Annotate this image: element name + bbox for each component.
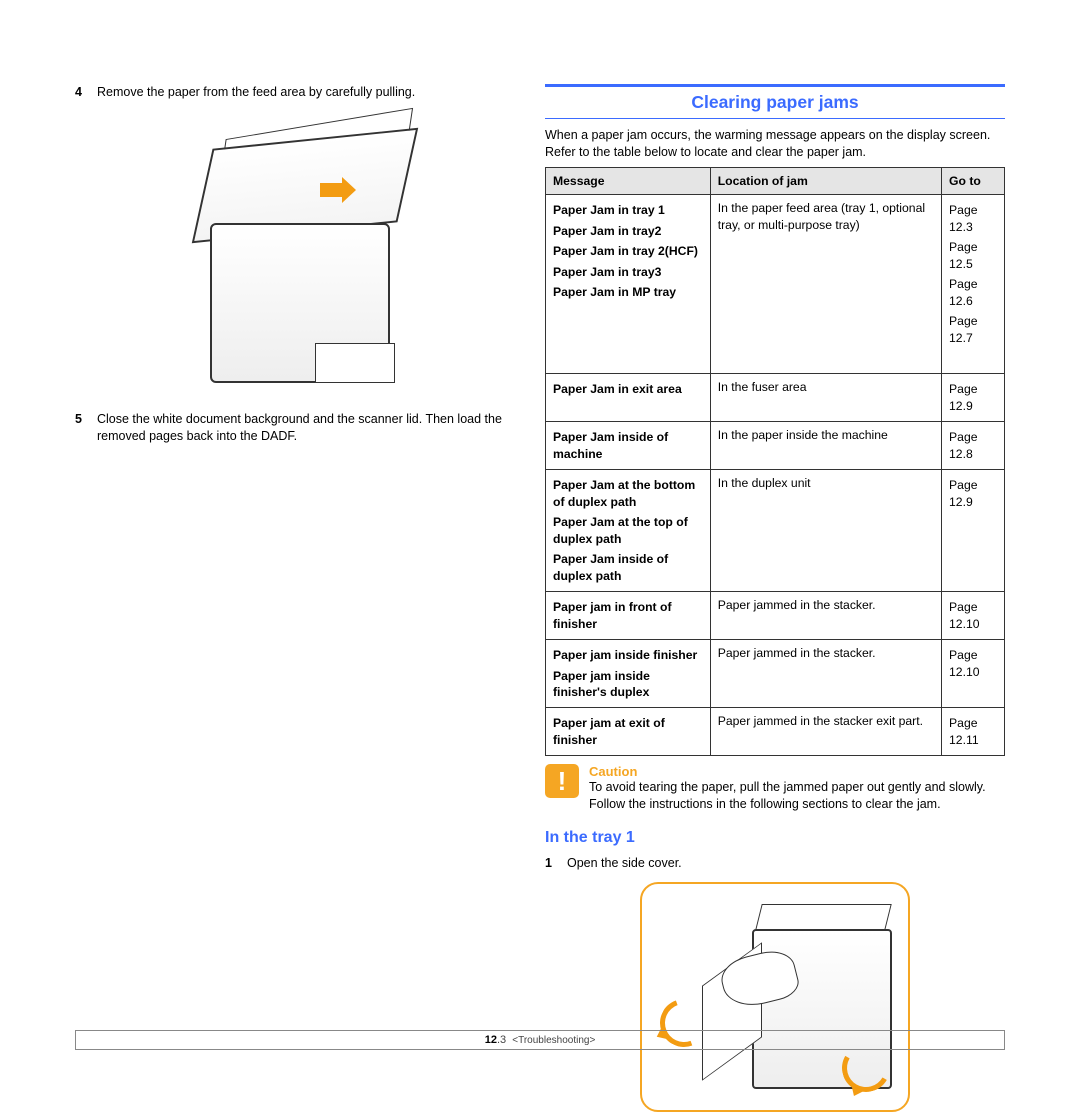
cell-message: Paper Jam in tray 1Paper Jam in tray2Pap… [546,195,711,374]
message-line: Paper Jam in tray 2(HCF) [553,241,703,261]
table-row: Paper jam at exit of finisherPaper jamme… [546,708,1005,756]
table-row: Paper Jam inside of machineIn the paper … [546,422,1005,470]
cell-message: Paper jam in front of finisher [546,592,711,640]
cell-location: Paper jammed in the stacker. [710,640,941,708]
goto-line [949,348,997,368]
goto-line: Page 12.5 [949,237,997,274]
goto-line: Page 12.7 [949,311,997,348]
table-row: Paper Jam in tray 1Paper Jam in tray2Pap… [546,195,1005,374]
message-line: Paper jam in front of finisher [553,597,703,634]
cell-location: In the paper inside the machine [710,422,941,470]
goto-line: Page 12.9 [949,475,997,512]
message-line: Paper Jam in tray3 [553,262,703,282]
cell-goto: Page 12.3Page 12.5Page 12.6Page 12.7 [942,195,1005,374]
goto-line [949,512,997,532]
cell-location: In the fuser area [710,374,941,422]
footer-chapter-num: 12 [485,1034,497,1046]
goto-line: Page 12.11 [949,713,997,750]
goto-line: Page 12.9 [949,379,997,416]
left-column: 4 Remove the paper from the feed area by… [75,84,515,1112]
step-text: Open the side cover. [567,855,1005,872]
cell-message: Paper Jam inside of machine [546,422,711,470]
cell-goto: Page 12.9 [942,470,1005,592]
message-line: Paper Jam in exit area [553,379,703,399]
cell-message: Paper jam at exit of finisher [546,708,711,756]
step-number: 1 [545,855,567,872]
step-5: 5 Close the white document background an… [75,411,515,445]
goto-line: Page 12.6 [949,274,997,311]
cell-location: Paper jammed in the stacker. [710,592,941,640]
caution-text: To avoid tearing the paper, pull the jam… [589,779,1005,813]
goto-line: Page 12.3 [949,200,997,237]
footer-page-sub: .3 [497,1034,506,1046]
printer-illustration-sidecover [640,882,910,1112]
message-line: Paper jam at exit of finisher [553,713,703,750]
caution-icon: ! [545,764,579,798]
step-number: 5 [75,411,97,445]
table-row: Paper jam inside finisherPaper jam insid… [546,640,1005,708]
cell-location: In the duplex unit [710,470,941,592]
cell-goto: Page 12.9 [942,374,1005,422]
subsection-title: In the tray 1 [545,829,1005,847]
message-line: Paper Jam at the top of duplex path [553,512,703,549]
col-location: Location of jam [710,167,941,194]
table-row: Paper Jam at the bottom of duplex pathPa… [546,470,1005,592]
step-text: Close the white document background and … [97,411,515,445]
table-row: Paper jam in front of finisherPaper jamm… [546,592,1005,640]
table-header-row: Message Location of jam Go to [546,167,1005,194]
cell-message: Paper Jam in exit area [546,374,711,422]
message-line: Paper Jam in tray 1 [553,200,703,220]
cell-goto: Page 12.11 [942,708,1005,756]
step-4: 4 Remove the paper from the feed area by… [75,84,515,101]
footer-chapter: <Troubleshooting> [512,1035,595,1046]
cell-location: In the paper feed area (tray 1, optional… [710,195,941,374]
caution-note: ! Caution To avoid tearing the paper, pu… [545,764,1005,813]
goto-line [949,682,997,702]
cell-goto: Page 12.10 [942,640,1005,708]
section-title: Clearing paper jams [545,84,1005,119]
right-column: Clearing paper jams When a paper jam occ… [545,84,1005,1112]
goto-line [949,533,997,553]
step-text: Remove the paper from the feed area by c… [97,84,515,101]
table-row: Paper Jam in exit area In the fuser areaP… [546,374,1005,422]
printer-illustration-feed [165,113,425,393]
caution-title: Caution [589,764,1005,779]
cell-message: Paper jam inside finisherPaper jam insid… [546,640,711,708]
jam-table: Message Location of jam Go to Paper Jam … [545,167,1005,757]
message-line: Paper Jam in tray2 [553,221,703,241]
cell-goto: Page 12.10 [942,592,1005,640]
cell-location: Paper jammed in the stacker exit part. [710,708,941,756]
message-line: Paper Jam at the bottom of duplex path [553,475,703,512]
goto-line: Page 12.10 [949,597,997,634]
goto-line: Page 12.8 [949,427,997,464]
col-goto: Go to [942,167,1005,194]
col-message: Message [546,167,711,194]
cell-message: Paper Jam at the bottom of duplex pathPa… [546,470,711,592]
message-line: Paper jam inside finisher [553,645,703,665]
cell-goto: Page 12.8 [942,422,1005,470]
pull-arrow-icon [320,183,342,197]
step-number: 4 [75,84,97,101]
message-line: Paper jam inside finisher's duplex [553,666,703,703]
message-line: Paper Jam inside of machine [553,427,703,464]
message-line: Paper Jam inside of duplex path [553,549,703,586]
section-intro: When a paper jam occurs, the warming mes… [545,127,1005,161]
goto-line: Page 12.10 [949,645,997,682]
step-1-tray: 1 Open the side cover. [545,855,1005,872]
page-footer: 12.3 <Troubleshooting> [75,1030,1005,1050]
message-line: Paper Jam in MP tray [553,282,703,302]
